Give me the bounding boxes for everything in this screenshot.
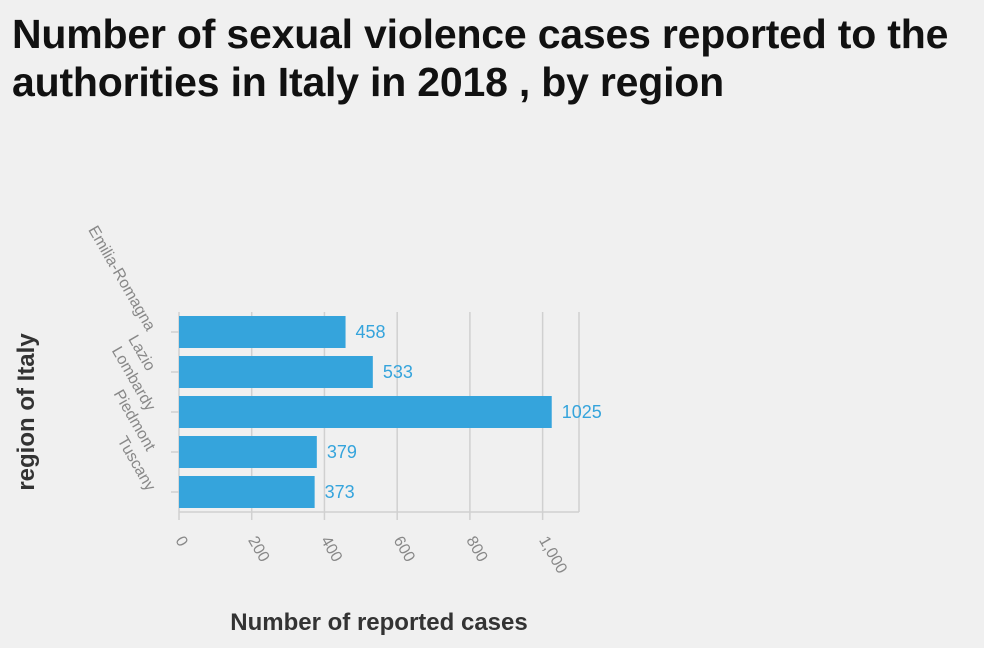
bar-piedmont xyxy=(179,436,317,468)
y-axis-ticks: Emilia-RomagnaLazioLombardyPiedmontTusca… xyxy=(84,223,179,494)
x-tick-label: 200 xyxy=(244,534,272,566)
x-tick-label: 800 xyxy=(462,534,490,566)
bars xyxy=(179,316,552,508)
x-tick-label: 1,000 xyxy=(535,534,570,577)
x-tick-label: 400 xyxy=(317,534,345,566)
data-labels: 458 533 1025 379 373 xyxy=(325,322,602,502)
data-label: 373 xyxy=(325,482,355,502)
bar-tuscany xyxy=(179,476,315,508)
x-tick-label: 0 xyxy=(172,534,191,550)
data-label: 533 xyxy=(383,362,413,382)
bar-emilia-romagna xyxy=(179,316,346,348)
data-label: 1025 xyxy=(562,402,602,422)
x-axis-ticks: 0 200 400 600 800 1,000 xyxy=(172,512,570,577)
y-axis-title: region of Italy xyxy=(13,333,40,491)
x-tick-label: 600 xyxy=(390,534,418,566)
bar-lazio xyxy=(179,356,373,388)
data-label: 379 xyxy=(327,442,357,462)
y-tick-label: Emilia-Romagna xyxy=(84,223,158,334)
chart-title: Number of sexual violence cases reported… xyxy=(12,11,949,105)
data-label: 458 xyxy=(356,322,386,342)
bar-lombardy xyxy=(179,396,552,428)
x-axis-title: Number of reported cases xyxy=(230,609,527,636)
